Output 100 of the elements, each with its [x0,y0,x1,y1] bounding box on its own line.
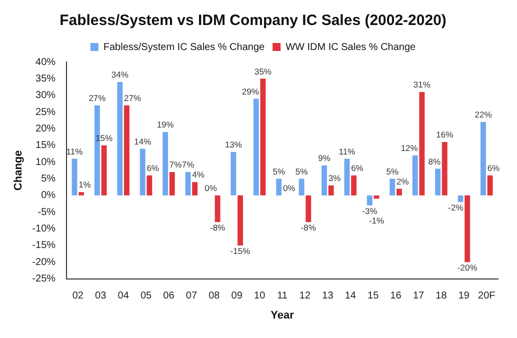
y-tick-label: 5% [41,173,56,184]
data-label: 0% [204,183,218,194]
bar [78,192,84,196]
data-label: 14% [134,136,152,146]
data-label: 22% [474,110,492,120]
y-tick-label: 10% [36,156,56,168]
x-tick-label: 07 [186,290,198,302]
bar [192,182,198,196]
data-label: 13% [224,140,242,150]
bar [396,188,402,196]
data-label: -2% [448,202,464,213]
y-tick-label: 35% [36,73,56,84]
y-tick-label: 0% [41,190,56,202]
bar [442,142,448,196]
x-tick-label: 18 [436,290,448,302]
x-tick-label: 14 [344,290,356,302]
data-label: 4% [192,170,205,180]
data-label: -8% [210,222,226,233]
bar [146,175,152,196]
y-tick-label: 25% [36,106,56,118]
x-tick-label: 10 [254,290,266,302]
y-tick-label: 15% [36,140,56,152]
bar [117,82,123,196]
bar [366,195,372,206]
data-label: 3% [328,173,342,184]
x-tick-label: 03 [95,290,107,302]
x-tick-label: 05 [140,290,152,302]
data-label: 11% [338,146,356,156]
x-tick-label: 16 [390,290,402,302]
data-label: 29% [242,86,260,96]
data-label: -15% [230,246,251,256]
bar [230,152,236,196]
data-label: 35% [254,66,272,76]
legend-label: Fabless/System IC Sales % Change [103,42,266,53]
data-label: -8% [300,222,316,233]
x-tick-label: 12 [299,290,311,302]
bar [435,168,441,196]
bar [306,195,312,222]
x-axis-title: Year [270,309,295,322]
chart-title: Fabless/System vs IDM Company IC Sales (2002-2020) [60,12,446,30]
x-tick-label: 20F [478,290,496,302]
bar [72,158,78,196]
y-tick-label: -20% [32,256,56,268]
x-tick-label: 09 [231,290,243,302]
data-label: 0% [282,183,296,194]
bar [480,122,486,196]
data-label: 27% [88,92,106,103]
bar [169,172,175,196]
bar [124,105,130,196]
bar [276,178,282,196]
bar [351,175,357,196]
bar [238,195,243,246]
data-label: 8% [428,156,441,166]
bar [390,178,396,196]
data-label: -1% [368,215,385,226]
x-tick-label: 04 [118,290,130,302]
x-tick-label: 08 [208,290,220,302]
y-tick-label: -5% [38,206,56,218]
y-axis-title: Change [12,150,25,191]
data-label: 1% [78,180,92,190]
x-tick-label: 02 [72,290,84,302]
data-label: 34% [111,70,129,80]
bar [162,132,168,196]
y-tick-label: 20% [36,123,56,134]
bar [328,185,334,196]
data-label: 7% [169,160,182,170]
x-tick-label: 17 [412,290,425,302]
bar [487,175,493,196]
data-label: 9% [318,152,331,163]
y-tick-label: 30% [36,90,56,102]
bar [344,158,350,196]
data-label: 12% [400,142,418,153]
bar [140,148,146,196]
legend-label: WW IDM IC Sales % Change [286,42,416,53]
data-label: 19% [156,120,174,130]
y-tick-label: -25% [32,274,56,285]
x-tick-label: 11 [277,290,288,302]
bar [101,145,107,196]
bar [458,195,464,202]
y-tick-label: 40% [36,56,56,68]
data-label: 11% [66,146,84,156]
bar [260,78,266,196]
data-label: 6% [487,162,500,173]
data-label: 2% [396,176,410,186]
data-label: 31% [413,80,431,90]
bar [419,92,425,196]
data-label: 6% [351,162,364,173]
x-tick-label: 19 [458,290,470,302]
data-label: 6% [146,162,160,173]
bar [253,98,259,196]
data-label: 5% [272,166,286,176]
data-label: -20% [457,262,478,273]
x-tick-label: 13 [322,290,334,302]
bar [185,172,191,196]
x-tick-label: 15 [368,290,380,302]
y-tick-label: -15% [32,240,56,252]
bar [298,178,304,196]
data-label: 27% [124,92,142,103]
bar [464,195,470,262]
data-label: -3% [362,206,378,216]
